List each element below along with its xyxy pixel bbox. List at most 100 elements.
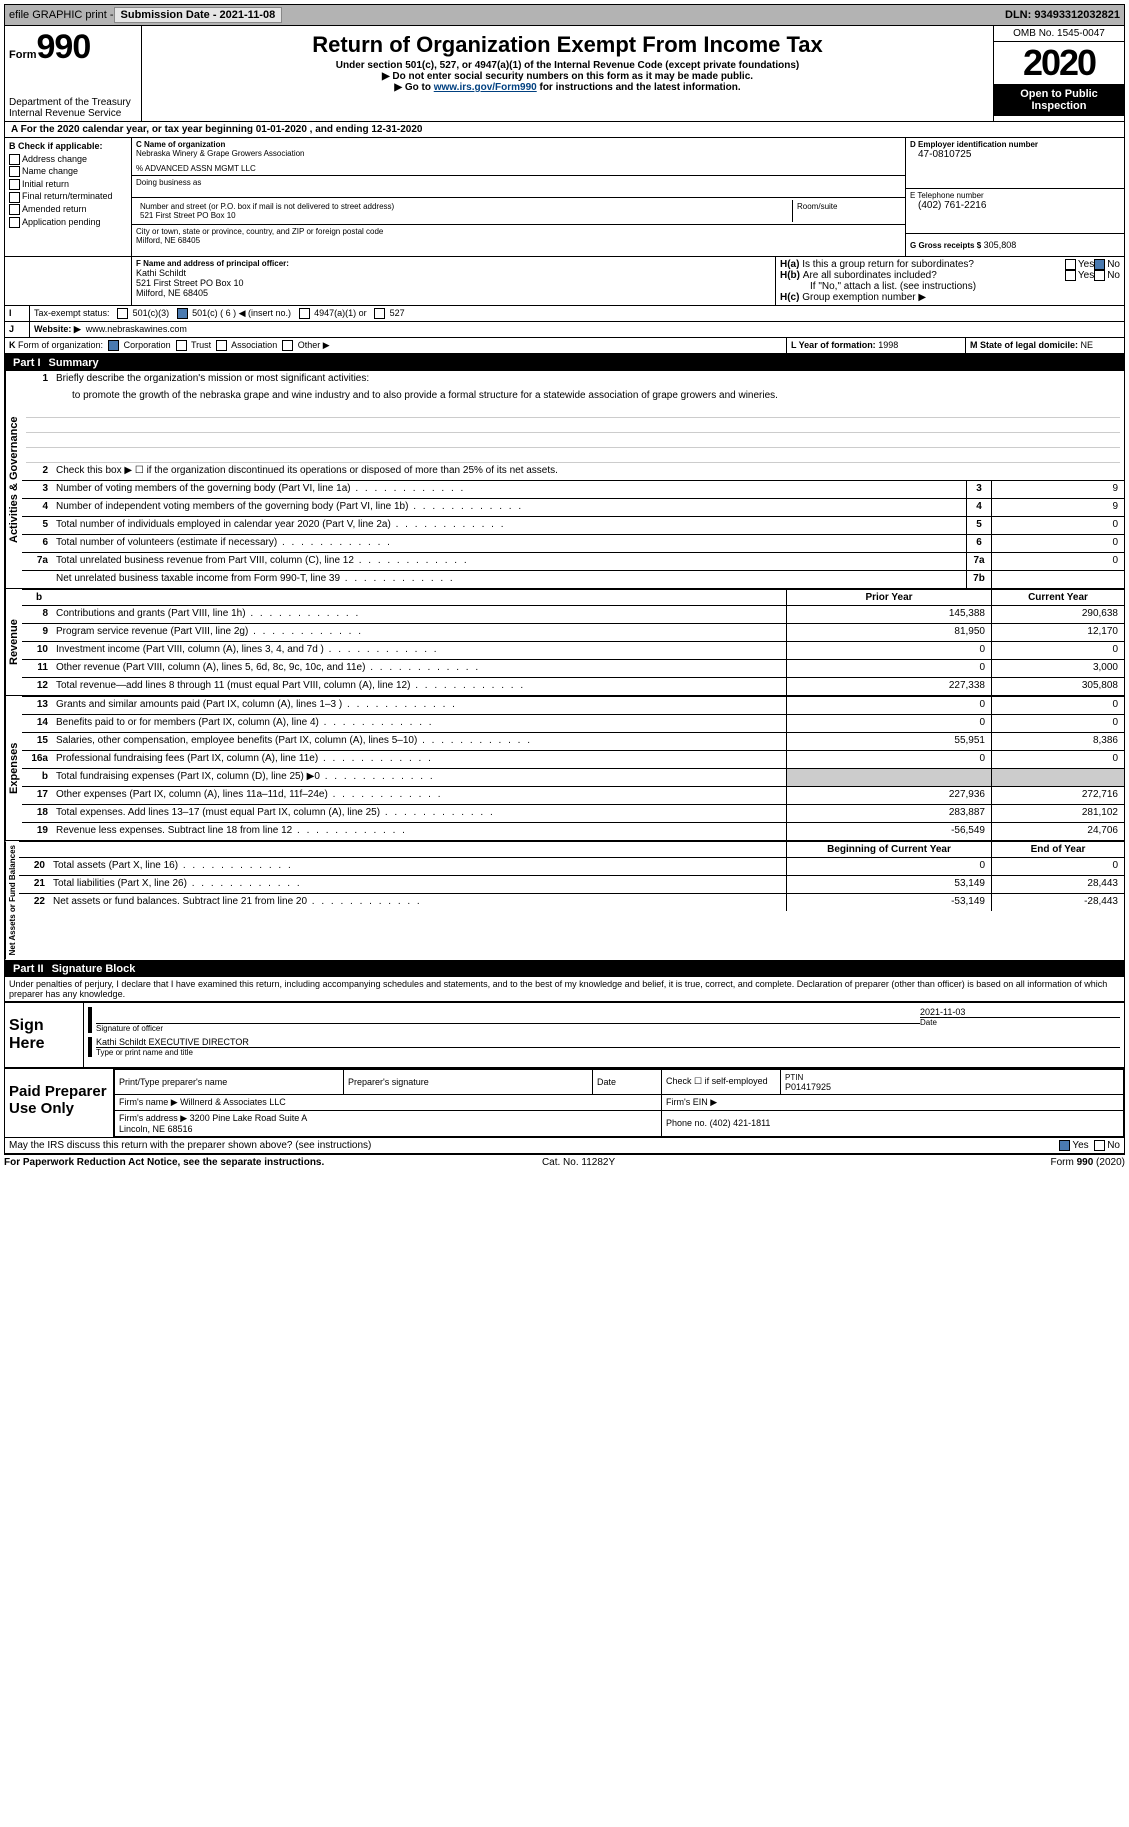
net-assets-section: Net Assets or Fund Balances Beginning of… bbox=[4, 840, 1125, 960]
b-opt-pending: Application pending bbox=[22, 217, 101, 227]
street-value: 521 First Street PO Box 10 bbox=[140, 211, 788, 220]
line-i: I Tax-exempt status: 501(c)(3) 501(c) ( … bbox=[4, 305, 1125, 321]
line-j: J Website: ▶ www.nebraskawines.com bbox=[4, 321, 1125, 337]
officer-addr2: Milford, NE 68405 bbox=[136, 288, 771, 298]
phone-label-e: E Telephone number bbox=[910, 191, 1120, 200]
m-value: NE bbox=[1081, 340, 1094, 350]
org-info-block: B Check if applicable: Address change Na… bbox=[4, 137, 1125, 256]
dept-label: Department of the Treasury Internal Reve… bbox=[9, 97, 137, 119]
i-501c: 501(c) ( 6 ) ◀ (insert no.) bbox=[192, 308, 291, 318]
penalty-text: Under penalties of perjury, I declare th… bbox=[4, 977, 1125, 1001]
form-word: Form bbox=[9, 49, 37, 61]
section-b: B Check if applicable: Address change Na… bbox=[5, 138, 132, 256]
b-opt-address: Address change bbox=[22, 154, 87, 164]
section-c: C Name of organization Nebraska Winery &… bbox=[132, 138, 906, 256]
prep-name-label: Print/Type preparer's name bbox=[115, 1069, 344, 1094]
sig-officer-label: Signature of officer bbox=[96, 1024, 920, 1033]
governance-section: Activities & Governance 1Briefly describ… bbox=[4, 371, 1125, 588]
ptin-label: PTIN bbox=[785, 1073, 803, 1082]
officer-name-title: Kathi Schildt EXECUTIVE DIRECTOR bbox=[96, 1037, 1120, 1048]
l-label: L Year of formation: bbox=[791, 340, 876, 350]
paid-preparer-label: Paid Preparer Use Only bbox=[5, 1069, 114, 1137]
ptin-value: P01417925 bbox=[785, 1082, 831, 1092]
i-label: Tax-exempt status: bbox=[34, 308, 110, 318]
firm-addr-label: Firm's address ▶ bbox=[119, 1113, 187, 1123]
prep-date-label: Date bbox=[593, 1069, 662, 1094]
b-opt-initial: Initial return bbox=[22, 179, 69, 189]
part2-label: Part II bbox=[13, 963, 52, 975]
part1-title: Summary bbox=[49, 357, 99, 369]
phone-value-e: (402) 761-2216 bbox=[910, 200, 1120, 211]
k-corp: Corporation bbox=[124, 340, 171, 350]
ein-value: 47-0810725 bbox=[910, 149, 1120, 160]
page-footer: For Paperwork Reduction Act Notice, see … bbox=[4, 1154, 1125, 1170]
note2-post: for instructions and the latest informat… bbox=[537, 82, 741, 93]
line-a-text: For the 2020 calendar year, or tax year … bbox=[21, 124, 423, 135]
firm-ein-label: Firm's EIN ▶ bbox=[662, 1094, 1124, 1110]
note2-pre: ▶ Go to bbox=[394, 82, 433, 93]
k-assoc: Association bbox=[231, 340, 277, 350]
top-bar: efile GRAPHIC print - Submission Date - … bbox=[4, 4, 1125, 26]
sign-here-block: Sign Here Signature of officer 2021-11-0… bbox=[4, 1001, 1125, 1068]
street-label: Number and street (or P.O. box if mail i… bbox=[140, 202, 788, 211]
footer-mid: Cat. No. 11282Y bbox=[542, 1157, 615, 1168]
c-label: C Name of organization bbox=[136, 140, 901, 149]
ha-label: Is this a group return for subordinates? bbox=[802, 259, 1065, 270]
b-label: B Check if applicable: bbox=[9, 140, 127, 153]
m-label: M State of legal domicile: bbox=[970, 340, 1078, 350]
col-begin: Beginning of Current Year bbox=[786, 842, 991, 857]
b-opt-final: Final return/terminated bbox=[22, 191, 113, 201]
sidebar-revenue: Revenue bbox=[5, 589, 22, 695]
k-other: Other ▶ bbox=[298, 340, 330, 350]
dba-label: Doing business as bbox=[136, 178, 901, 187]
sidebar-governance: Activities & Governance bbox=[5, 371, 22, 588]
hc-label: Group exemption number ▶ bbox=[802, 292, 926, 303]
i-4947: 4947(a)(1) or bbox=[314, 308, 367, 318]
sig-date: 2021-11-03 bbox=[920, 1007, 1120, 1018]
col-end: End of Year bbox=[991, 842, 1124, 857]
gross-value: 305,808 bbox=[984, 240, 1017, 250]
prep-phone-label: Phone no. bbox=[666, 1118, 707, 1128]
type-name-label: Type or print name and title bbox=[96, 1048, 1120, 1057]
org-name: Nebraska Winery & Grape Growers Associat… bbox=[136, 149, 901, 158]
sidebar-expenses: Expenses bbox=[5, 696, 22, 840]
line-klm: K Form of organization: Corporation Trus… bbox=[4, 337, 1125, 355]
sign-here-label: Sign Here bbox=[5, 1003, 84, 1067]
ein-label: D Employer identification number bbox=[910, 140, 1120, 149]
officer-block: F Name and address of principal officer:… bbox=[4, 256, 1125, 305]
city-value: Milford, NE 68405 bbox=[136, 236, 901, 245]
open-inspection: Open to Public Inspection bbox=[994, 84, 1124, 116]
i-527: 527 bbox=[390, 308, 405, 318]
b-opt-amended: Amended return bbox=[22, 204, 87, 214]
form-header: Form990 Department of the Treasury Inter… bbox=[4, 26, 1125, 121]
efile-label: efile GRAPHIC print - bbox=[9, 9, 114, 21]
org-care-of: % ADVANCED ASSN MGMT LLC bbox=[136, 164, 901, 173]
form-title: Return of Organization Exempt From Incom… bbox=[146, 32, 989, 58]
revenue-section: Revenue b Prior Year Current Year 8Contr… bbox=[4, 588, 1125, 695]
form990-link[interactable]: www.irs.gov/Form990 bbox=[434, 82, 537, 93]
hb-note: If "No," attach a list. (see instruction… bbox=[780, 281, 1120, 292]
i-501c3: 501(c)(3) bbox=[133, 308, 170, 318]
k-trust: Trust bbox=[191, 340, 211, 350]
q1-label: Briefly describe the organization's miss… bbox=[52, 371, 1124, 388]
firm-name-label: Firm's name ▶ bbox=[119, 1097, 178, 1107]
officer-addr1: 521 First Street PO Box 10 bbox=[136, 278, 771, 288]
prep-sig-label: Preparer's signature bbox=[344, 1069, 593, 1094]
part2-header: Part II Signature Block bbox=[4, 961, 1125, 977]
form-note1: ▶ Do not enter social security numbers o… bbox=[146, 71, 989, 82]
website-value: www.nebraskawines.com bbox=[86, 324, 187, 334]
k-label: Form of organization: bbox=[18, 340, 103, 350]
room-label: Room/suite bbox=[793, 200, 901, 222]
check-self: Check ☐ if self-employed bbox=[662, 1069, 781, 1094]
date-label: Date bbox=[920, 1018, 1120, 1027]
j-label: Website: ▶ bbox=[34, 324, 81, 334]
submission-date-btn[interactable]: Submission Date - 2021-11-08 bbox=[114, 7, 283, 23]
l-value: 1998 bbox=[878, 340, 898, 350]
prep-phone: (402) 421-1811 bbox=[710, 1118, 771, 1128]
part1-label: Part I bbox=[13, 357, 49, 369]
form-number: 990 bbox=[37, 28, 91, 66]
hb-label: Are all subordinates included? bbox=[803, 270, 1065, 281]
city-label: City or town, state or province, country… bbox=[136, 227, 901, 236]
form-subtitle: Under section 501(c), 527, or 4947(a)(1)… bbox=[146, 60, 989, 71]
line-a: A For the 2020 calendar year, or tax yea… bbox=[4, 121, 1125, 137]
